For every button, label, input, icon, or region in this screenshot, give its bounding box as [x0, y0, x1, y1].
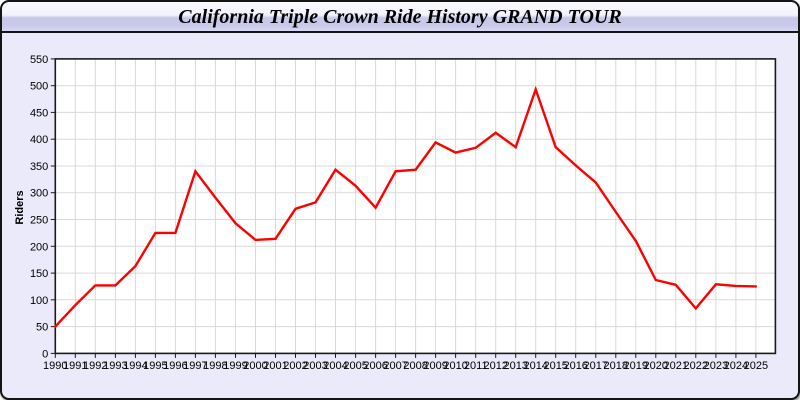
svg-text:200: 200: [30, 241, 48, 253]
svg-text:2009: 2009: [423, 360, 447, 372]
svg-text:400: 400: [30, 134, 48, 146]
svg-text:2019: 2019: [624, 360, 648, 372]
svg-text:1999: 1999: [223, 360, 247, 372]
svg-text:50: 50: [36, 322, 48, 334]
svg-text:500: 500: [30, 81, 48, 93]
svg-text:2008: 2008: [403, 360, 427, 372]
svg-text:2015: 2015: [543, 360, 567, 372]
svg-text:2024: 2024: [724, 360, 748, 372]
svg-text:2004: 2004: [323, 360, 347, 372]
svg-text:1993: 1993: [103, 360, 127, 372]
svg-text:2021: 2021: [664, 360, 688, 372]
svg-text:1998: 1998: [203, 360, 227, 372]
svg-text:1996: 1996: [163, 360, 187, 372]
svg-text:2022: 2022: [684, 360, 708, 372]
svg-text:2018: 2018: [604, 360, 628, 372]
svg-text:2014: 2014: [523, 360, 547, 372]
svg-text:0: 0: [42, 348, 48, 360]
svg-text:1995: 1995: [143, 360, 167, 372]
svg-text:150: 150: [30, 268, 48, 280]
svg-text:2023: 2023: [704, 360, 728, 372]
svg-text:2012: 2012: [483, 360, 507, 372]
svg-text:2001: 2001: [263, 360, 287, 372]
svg-text:2005: 2005: [343, 360, 367, 372]
svg-text:1994: 1994: [123, 360, 147, 372]
svg-text:450: 450: [30, 107, 48, 119]
svg-text:2011: 2011: [464, 360, 488, 372]
svg-text:2010: 2010: [443, 360, 467, 372]
svg-text:100: 100: [30, 295, 48, 307]
svg-text:2000: 2000: [243, 360, 267, 372]
svg-text:Riders: Riders: [14, 190, 26, 224]
svg-text:1992: 1992: [83, 360, 107, 372]
svg-text:300: 300: [30, 188, 48, 200]
svg-text:1990: 1990: [43, 360, 67, 372]
svg-text:2025: 2025: [744, 360, 768, 372]
svg-text:2020: 2020: [644, 360, 668, 372]
svg-text:550: 550: [30, 54, 48, 66]
svg-text:1997: 1997: [183, 360, 207, 372]
svg-text:2017: 2017: [584, 360, 608, 372]
svg-text:2016: 2016: [563, 360, 587, 372]
svg-text:1991: 1991: [63, 360, 87, 372]
svg-text:2003: 2003: [303, 360, 327, 372]
svg-text:2002: 2002: [283, 360, 307, 372]
svg-text:2013: 2013: [503, 360, 527, 372]
svg-text:2006: 2006: [363, 360, 387, 372]
svg-text:350: 350: [30, 161, 48, 173]
svg-text:250: 250: [30, 215, 48, 227]
svg-text:2007: 2007: [383, 360, 407, 372]
